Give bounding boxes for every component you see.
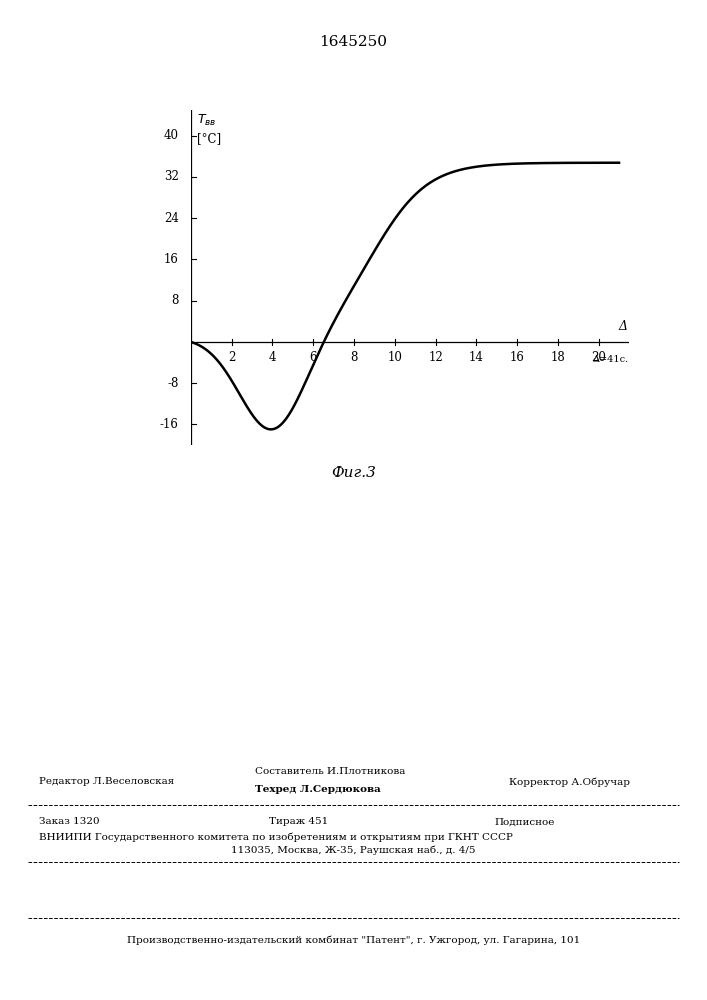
Text: 14: 14 bbox=[469, 351, 484, 364]
Text: 8: 8 bbox=[171, 294, 179, 307]
Text: 40: 40 bbox=[163, 129, 179, 142]
Text: 10: 10 bbox=[387, 351, 402, 364]
Text: -8: -8 bbox=[168, 377, 179, 390]
Text: Редактор Л.Веселовская: Редактор Л.Веселовская bbox=[39, 778, 174, 786]
Text: 6: 6 bbox=[310, 351, 317, 364]
Text: 18: 18 bbox=[551, 351, 566, 364]
Text: Составитель И.Плотникова: Составитель И.Плотникова bbox=[255, 768, 405, 776]
Text: 2: 2 bbox=[228, 351, 235, 364]
Text: 16: 16 bbox=[510, 351, 525, 364]
Text: Производственно-издательский комбинат "Патент", г. Ужгород, ул. Гагарина, 101: Производственно-издательский комбинат "П… bbox=[127, 935, 580, 945]
Text: Тираж 451: Тираж 451 bbox=[269, 818, 328, 826]
Text: Техред Л.Сердюкова: Техред Л.Сердюкова bbox=[255, 786, 380, 794]
Text: ВНИИПИ Государственного комитета по изобретениям и открытиям при ГКНТ СССР: ВНИИПИ Государственного комитета по изоб… bbox=[39, 832, 513, 842]
Text: Фиг.3: Фиг.3 bbox=[331, 466, 376, 480]
Text: 32: 32 bbox=[164, 170, 179, 183]
Text: 16: 16 bbox=[164, 253, 179, 266]
Text: 24: 24 bbox=[164, 212, 179, 225]
Text: 8: 8 bbox=[350, 351, 358, 364]
Text: 4: 4 bbox=[269, 351, 276, 364]
Text: 20: 20 bbox=[591, 351, 606, 364]
Text: Δ: Δ bbox=[619, 320, 628, 333]
Text: 113035, Москва, Ж-35, Раушская наб., д. 4/5: 113035, Москва, Ж-35, Раушская наб., д. … bbox=[231, 845, 476, 855]
Text: 1645250: 1645250 bbox=[320, 35, 387, 49]
Text: [°C]: [°C] bbox=[197, 132, 221, 145]
Text: -16: -16 bbox=[160, 418, 179, 431]
Text: $T_{вв}$: $T_{вв}$ bbox=[197, 113, 216, 128]
Text: Корректор А.Обручар: Корректор А.Обручар bbox=[509, 777, 630, 787]
Text: 12: 12 bbox=[428, 351, 443, 364]
Text: Подписное: Подписное bbox=[495, 818, 555, 826]
Text: Заказ 1320: Заказ 1320 bbox=[39, 818, 100, 826]
Text: Δ=41c.: Δ=41c. bbox=[593, 355, 629, 364]
